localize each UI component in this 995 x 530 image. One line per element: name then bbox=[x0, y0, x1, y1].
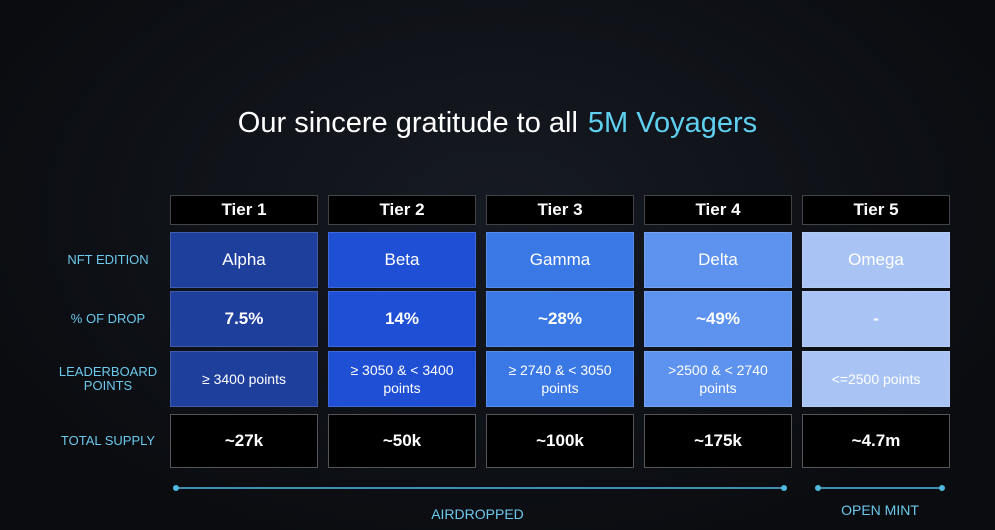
table-cell: ≥ 3050 & < 3400 points bbox=[328, 351, 476, 407]
airdropped-label: AIRDROPPED bbox=[431, 506, 524, 522]
table-cell: ~4.7m bbox=[802, 414, 950, 468]
row-label: LEADERBOARD POINTS bbox=[58, 364, 158, 393]
row-label: TOTAL SUPPLY bbox=[60, 433, 156, 448]
table-cell: Gamma bbox=[486, 232, 634, 288]
table-cell: ~49% bbox=[644, 291, 792, 347]
table-cell: Delta bbox=[644, 232, 792, 288]
title: Our sincere gratitude to all 5M Voyagers bbox=[0, 100, 995, 146]
tier-header: Tier 3 bbox=[486, 195, 634, 225]
title-highlight: 5M Voyagers bbox=[587, 106, 758, 139]
table-cell: ~50k bbox=[328, 414, 476, 468]
tier-header: Tier 2 bbox=[328, 195, 476, 225]
dot bbox=[939, 485, 945, 491]
table-cell: ~175k bbox=[644, 414, 792, 468]
table-cell: ~100k bbox=[486, 414, 634, 468]
table-cell: ≥ 3400 points bbox=[170, 351, 318, 407]
table-cell: Beta bbox=[328, 232, 476, 288]
table-cell: >2500 & < 2740 points bbox=[644, 351, 792, 407]
tier-header: Tier 5 bbox=[802, 195, 950, 225]
open-mint-label: OPEN MINT bbox=[841, 502, 919, 518]
tier-header: Tier 1 bbox=[170, 195, 318, 225]
table-cell: ~28% bbox=[486, 291, 634, 347]
table-cell: Omega bbox=[802, 232, 950, 288]
dot bbox=[173, 485, 179, 491]
table-cell: - bbox=[802, 291, 950, 347]
title-text: Our sincere gratitude to all bbox=[237, 106, 578, 139]
table-cell: 14% bbox=[328, 291, 476, 347]
table-cell: <=2500 points bbox=[802, 351, 950, 407]
tier-header: Tier 4 bbox=[644, 195, 792, 225]
table-cell: 7.5% bbox=[170, 291, 318, 347]
dot bbox=[781, 485, 787, 491]
row-label: NFT EDITION bbox=[67, 252, 149, 267]
table-cell: ~27k bbox=[170, 414, 318, 468]
dot bbox=[815, 485, 821, 491]
table-cell: Alpha bbox=[170, 232, 318, 288]
table-cell: ≥ 2740 & < 3050 points bbox=[486, 351, 634, 407]
row-label: % OF DROP bbox=[70, 311, 146, 326]
